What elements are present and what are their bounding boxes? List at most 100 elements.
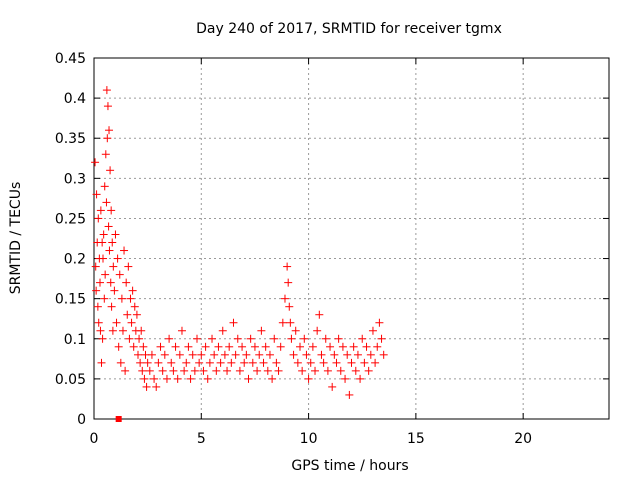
data-point — [248, 358, 257, 367]
data-point — [133, 350, 142, 359]
data-point — [99, 254, 108, 263]
data-point — [91, 158, 100, 167]
data-point — [120, 246, 129, 255]
data-point — [201, 342, 210, 351]
data-point — [199, 366, 208, 375]
data-point — [138, 366, 147, 375]
data-point — [212, 366, 221, 375]
data-point — [123, 310, 132, 319]
data-point — [197, 350, 206, 359]
x-tick-labels: 0 5 10 15 20 — [90, 431, 533, 447]
data-point — [116, 358, 125, 367]
data-point — [182, 358, 191, 367]
data-point — [319, 358, 328, 367]
data-point — [152, 382, 161, 391]
data-point — [373, 342, 382, 351]
data-point — [165, 334, 174, 343]
plot-frame — [93, 57, 610, 420]
data-point — [100, 294, 109, 303]
data-point — [98, 334, 107, 343]
data-point — [287, 334, 296, 343]
data-point — [223, 366, 232, 375]
data-point — [102, 198, 111, 207]
data-point — [92, 190, 101, 199]
data-point — [127, 318, 136, 327]
data-point — [328, 382, 337, 391]
data-point — [368, 326, 377, 335]
data-point — [343, 350, 352, 359]
data-point — [220, 350, 229, 359]
data-point — [276, 342, 285, 351]
data-point — [375, 318, 384, 327]
y-tick-label: 0.25 — [55, 211, 86, 227]
data-point — [101, 270, 110, 279]
data-point — [362, 342, 371, 351]
data-point — [338, 342, 347, 351]
data-point — [311, 366, 320, 375]
data-point — [280, 294, 289, 303]
y-tick-labels: 0 0.05 0.1 0.15 0.2 0.25 0.3 0.35 0.4 0.45 — [55, 51, 86, 428]
data-point — [218, 326, 227, 335]
data-point — [100, 182, 109, 191]
data-point — [150, 374, 159, 383]
data-point — [195, 358, 204, 367]
data-point — [286, 318, 295, 327]
data-point — [304, 374, 313, 383]
data-point — [115, 270, 124, 279]
data-point — [261, 342, 270, 351]
data-point — [105, 246, 114, 255]
data-point — [210, 350, 219, 359]
data-point — [238, 342, 247, 351]
data-point — [289, 350, 298, 359]
data-point — [188, 350, 197, 359]
data-point — [92, 286, 101, 295]
data-point — [366, 350, 375, 359]
data-point — [321, 334, 330, 343]
data-point — [345, 390, 354, 399]
data-point — [268, 374, 277, 383]
x-axis-label: GPS time / hours — [291, 458, 408, 474]
data-point — [132, 310, 141, 319]
data-point — [169, 366, 178, 375]
data-point — [160, 350, 169, 359]
data-point — [259, 358, 268, 367]
data-point — [106, 278, 115, 287]
data-points — [91, 86, 388, 422]
data-point — [96, 326, 105, 335]
data-point — [358, 334, 367, 343]
data-point — [353, 350, 362, 359]
data-point — [233, 334, 242, 343]
x-tick-label: 10 — [300, 431, 318, 447]
data-point — [377, 334, 386, 343]
data-point-square — [115, 416, 122, 422]
data-point — [298, 366, 307, 375]
data-point — [96, 278, 105, 287]
x-tick-label: 5 — [197, 431, 206, 447]
data-point — [137, 326, 146, 335]
data-point — [140, 374, 149, 383]
data-point — [332, 358, 341, 367]
data-point — [98, 238, 107, 247]
data-point — [107, 206, 116, 215]
data-point — [125, 334, 134, 343]
data-point — [208, 334, 217, 343]
data-point — [326, 342, 335, 351]
y-tick-label: 0.4 — [64, 91, 86, 107]
data-point — [104, 222, 113, 231]
y-tick-label: 0.15 — [55, 292, 86, 308]
data-point — [308, 342, 317, 351]
data-point — [244, 374, 253, 383]
data-point — [162, 374, 171, 383]
data-point — [147, 350, 156, 359]
data-point — [91, 262, 100, 271]
data-point — [94, 318, 103, 327]
data-point — [193, 334, 201, 343]
data-point — [205, 358, 214, 367]
data-point — [105, 126, 114, 135]
data-point — [180, 366, 189, 375]
data-point — [99, 230, 108, 239]
grid-lines — [94, 58, 609, 419]
y-tick-label: 0.35 — [55, 131, 86, 147]
data-point — [154, 358, 163, 367]
data-point — [306, 358, 315, 367]
